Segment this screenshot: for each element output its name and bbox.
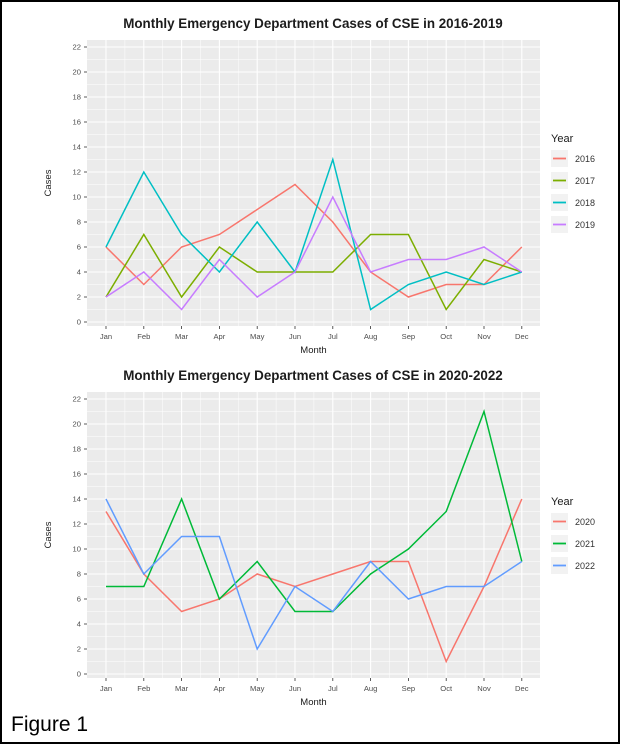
x-tick-label: Jun [289, 332, 301, 341]
y-tick-label: 20 [73, 68, 81, 77]
x-tick-label: Mar [175, 332, 189, 341]
y-tick-label: 22 [73, 43, 81, 52]
x-tick-label: Feb [137, 684, 150, 693]
legend-label-2022: 2022 [575, 561, 595, 571]
y-tick-label: 18 [73, 93, 81, 102]
series-line-2020 [105, 498, 523, 664]
y-tick-label: 2 [77, 293, 81, 302]
y-tick-label: 0 [77, 670, 81, 679]
chart-2016-2019: Monthly Emergency Department Cases of CS… [2, 8, 618, 360]
plot-panel [87, 392, 540, 678]
y-tick-label: 18 [73, 445, 81, 454]
y-tick-label: 8 [77, 218, 81, 227]
series-line-2018 [105, 156, 523, 311]
figure-caption: Figure 1 [11, 713, 89, 736]
x-tick-label: Aug [364, 332, 378, 341]
x-tick-label: Jan [100, 684, 112, 693]
x-tick-label: Jun [289, 684, 301, 693]
y-tick-label: 16 [73, 118, 81, 127]
y-tick-label: 10 [73, 545, 81, 554]
x-tick-label: Jul [328, 332, 338, 341]
chart-title: Monthly Emergency Department Cases of CS… [123, 16, 503, 31]
y-axis-title: Cases [43, 521, 54, 548]
y-axis-title: Cases [43, 169, 54, 196]
legend-label-2016: 2016 [575, 154, 595, 164]
y-tick-label: 22 [73, 395, 81, 404]
x-tick-label: Dec [515, 684, 529, 693]
y-tick-label: 4 [77, 268, 81, 277]
legend-label-2019: 2019 [575, 220, 595, 230]
x-tick-label: Jan [100, 332, 112, 341]
x-tick-label: Apr [213, 684, 225, 693]
line-chart-2020-2022: Monthly Emergency Department Cases of CS… [43, 368, 595, 708]
x-tick-label: Dec [515, 332, 529, 341]
legend-title: Year [551, 133, 574, 145]
x-tick-label: May [250, 332, 265, 341]
series-line-2022 [105, 498, 523, 651]
legend-label-2021: 2021 [575, 539, 595, 549]
chart-2020-2022: Monthly Emergency Department Cases of CS… [2, 360, 618, 710]
x-tick-label: Oct [440, 332, 453, 341]
chart-title: Monthly Emergency Department Cases of CS… [123, 368, 503, 383]
y-tick-label: 12 [73, 520, 81, 529]
legend-label-2020: 2020 [575, 517, 595, 527]
line-chart-2016-2019: Monthly Emergency Department Cases of CS… [43, 16, 595, 356]
x-tick-label: Feb [137, 332, 150, 341]
x-tick-label: Aug [364, 684, 378, 693]
y-tick-label: 8 [77, 570, 81, 579]
y-tick-label: 14 [73, 143, 81, 152]
y-tick-label: 10 [73, 193, 81, 202]
x-tick-label: Nov [477, 332, 491, 341]
x-tick-label: Jul [328, 684, 338, 693]
y-tick-label: 0 [77, 318, 81, 327]
x-tick-label: Sep [402, 332, 416, 341]
x-tick-label: Oct [440, 684, 453, 693]
x-axis-title: Month [300, 345, 326, 356]
x-tick-label: Mar [175, 684, 189, 693]
x-tick-label: Sep [402, 684, 416, 693]
series-line-2019 [105, 195, 523, 311]
series-line-2021 [106, 408, 523, 613]
y-tick-label: 16 [73, 470, 81, 479]
series-line-2017 [105, 233, 523, 311]
y-tick-label: 12 [73, 168, 81, 177]
y-tick-label: 6 [77, 243, 81, 252]
legend-label-2018: 2018 [575, 198, 595, 208]
plot-area: 0 2 4 6 8 10 12 14 16 18 20 22 Jan Feb Mar Apr May Jun Jul… [43, 40, 595, 356]
series-line-2016 [105, 183, 523, 298]
y-tick-label: 2 [77, 645, 81, 654]
y-tick-label: 6 [77, 595, 81, 604]
x-tick-label: Nov [477, 684, 491, 693]
x-tick-label: May [250, 684, 265, 693]
legend-title: Year [551, 496, 574, 508]
x-axis-title: Month [300, 697, 326, 708]
legend-label-2017: 2017 [575, 176, 595, 186]
y-tick-label: 20 [73, 420, 81, 429]
x-tick-label: Apr [213, 332, 225, 341]
y-tick-label: 14 [73, 495, 81, 504]
y-tick-label: 4 [77, 620, 81, 629]
